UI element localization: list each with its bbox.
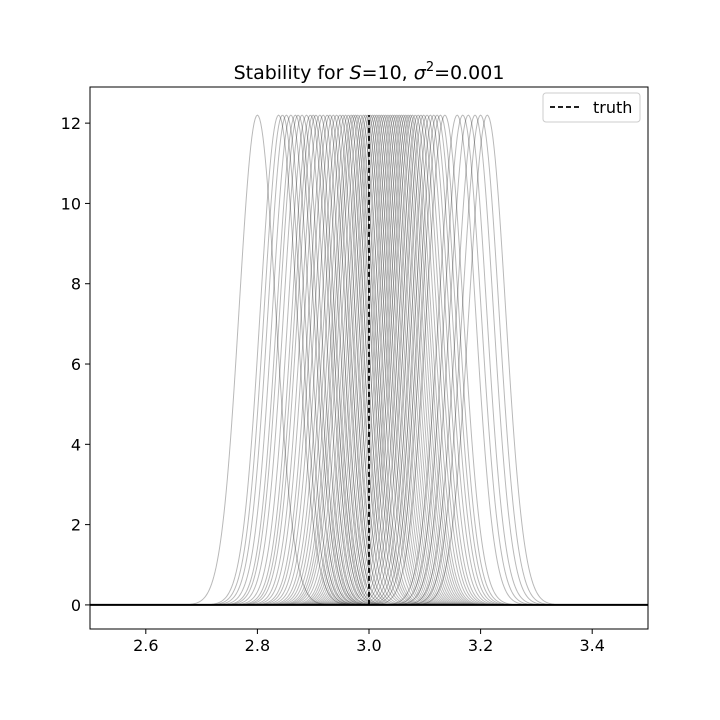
x-axis: 2.6 2.8 3.0 3.2 3.4 — [133, 629, 605, 655]
legend: truth — [542, 92, 641, 123]
legend-truth-label: truth — [593, 98, 632, 117]
y-tick-label: 12 — [61, 114, 81, 133]
y-tick-label: 10 — [61, 194, 81, 213]
legend-box — [542, 92, 641, 123]
y-tick-label: 8 — [71, 275, 81, 294]
reference-lines — [90, 115, 648, 606]
y-axis: 0 2 4 6 8 10 12 — [61, 114, 90, 615]
y-tick-label: 6 — [71, 355, 81, 374]
y-tick-label: 0 — [71, 596, 81, 615]
y-tick-label: 2 — [71, 516, 81, 535]
chart-title: Stability for S=10, σ2=0.001 — [234, 60, 505, 84]
x-tick-label: 2.8 — [245, 636, 270, 655]
y-tick-label: 4 — [71, 435, 81, 454]
x-tick-label: 3.4 — [579, 636, 604, 655]
x-tick-label: 3.0 — [356, 636, 381, 655]
x-tick-label: 3.2 — [468, 636, 493, 655]
x-tick-label: 2.6 — [133, 636, 158, 655]
